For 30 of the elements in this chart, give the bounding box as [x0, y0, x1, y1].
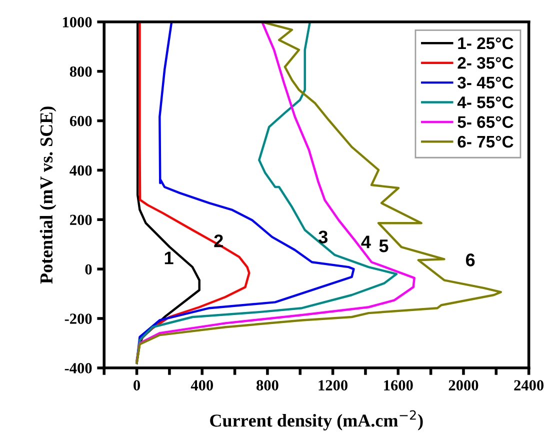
y-tick-label: -400: [64, 363, 92, 374]
annotation: 3: [318, 230, 328, 244]
y-tick-label: 0: [85, 264, 92, 275]
annotation: 5: [379, 240, 388, 252]
y-tick-label: 600: [70, 116, 92, 126]
line-series: [136, 22, 250, 362]
x-tick-label: 400: [190, 380, 214, 390]
legend-label: 5- 65°C: [458, 116, 514, 128]
legend-label: 3- 45°C: [458, 76, 514, 89]
annotation: 4: [361, 236, 371, 248]
x-tick-label: 0: [134, 380, 140, 390]
annotation: 6: [466, 254, 475, 266]
legend-label: 6- 75°C: [458, 136, 514, 148]
x-tick-label: 800: [256, 380, 278, 390]
x-tick-label: 1200: [318, 380, 348, 390]
x-axis-title: Current density (mA.cm$^{−2}$): [210, 410, 423, 430]
annotation: 1: [164, 252, 174, 264]
legend-label: 1- 25°C: [458, 37, 514, 50]
x-tick-label: 2400: [514, 380, 544, 390]
y-tick-label: 1000: [62, 17, 92, 28]
line-series: [136, 22, 355, 364]
legend-label: 2- 35°C: [458, 57, 514, 69]
x-tick-label: 2000: [448, 380, 478, 390]
y-tick-label: -200: [64, 314, 92, 324]
legend-label: 4- 55°C: [457, 96, 514, 108]
y-tick-label: 400: [70, 165, 92, 176]
y-tick-label: 800: [70, 66, 92, 77]
y-tick-label: 200: [70, 214, 92, 226]
y-axis-title: Potential (mV vs. SCE): [40, 106, 56, 284]
x-tick-label: 1600: [384, 380, 413, 390]
